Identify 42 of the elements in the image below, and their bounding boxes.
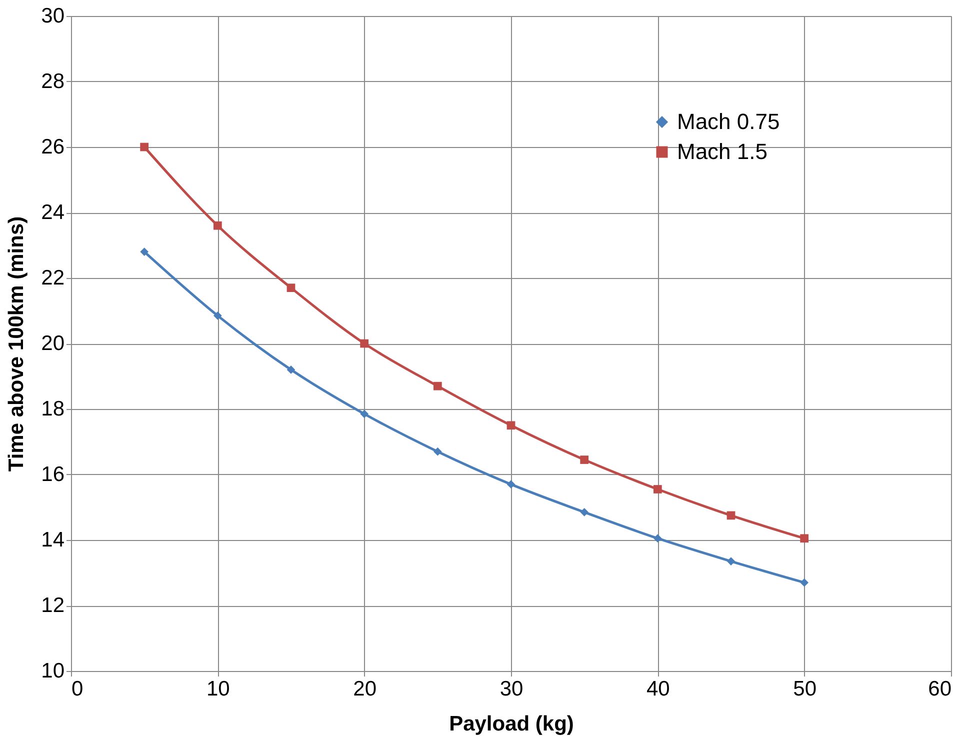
legend-label: Mach 0.75 bbox=[677, 109, 780, 134]
x-axis-title: Payload (kg) bbox=[449, 712, 574, 736]
x-tick-label: 0 bbox=[72, 678, 84, 700]
point bbox=[800, 578, 809, 587]
point bbox=[213, 221, 222, 230]
x-tick-label: 40 bbox=[646, 678, 670, 700]
point bbox=[726, 557, 736, 566]
x-tick-label: 50 bbox=[793, 678, 817, 700]
y-tick-label: 18 bbox=[41, 398, 64, 420]
y-tick-label: 10 bbox=[41, 660, 64, 682]
point bbox=[800, 534, 809, 543]
point bbox=[140, 142, 149, 152]
y-tick-label: 30 bbox=[41, 4, 64, 28]
y-tick-label: 16 bbox=[41, 463, 64, 486]
point bbox=[726, 511, 736, 520]
point bbox=[580, 508, 589, 516]
y-tick-label: 22 bbox=[41, 266, 64, 290]
x-tick-label: 30 bbox=[500, 678, 524, 700]
y-tick-label: 26 bbox=[41, 136, 64, 158]
x-tick-label: 20 bbox=[353, 678, 377, 700]
point bbox=[433, 382, 442, 390]
point bbox=[140, 248, 149, 256]
y-tick-label: 20 bbox=[41, 332, 64, 355]
point bbox=[653, 485, 662, 494]
y-tick-label: 14 bbox=[41, 528, 65, 552]
y-tick-label: 24 bbox=[41, 201, 65, 224]
point bbox=[213, 311, 222, 320]
point bbox=[433, 447, 442, 456]
point bbox=[286, 366, 296, 374]
point bbox=[506, 480, 516, 489]
legend-label: Mach 1.5 bbox=[677, 139, 768, 164]
y-tick-label: 28 bbox=[41, 70, 64, 93]
y-axis-title: Time above 100km (mins) bbox=[5, 216, 28, 472]
point bbox=[360, 410, 369, 418]
x-tick-label: 60 bbox=[928, 678, 952, 700]
y-tick-label: 12 bbox=[41, 594, 64, 617]
point bbox=[360, 339, 369, 348]
x-tick-label: 10 bbox=[206, 678, 230, 700]
point bbox=[506, 421, 516, 430]
point bbox=[580, 456, 589, 464]
point bbox=[653, 534, 662, 543]
point bbox=[286, 284, 296, 292]
